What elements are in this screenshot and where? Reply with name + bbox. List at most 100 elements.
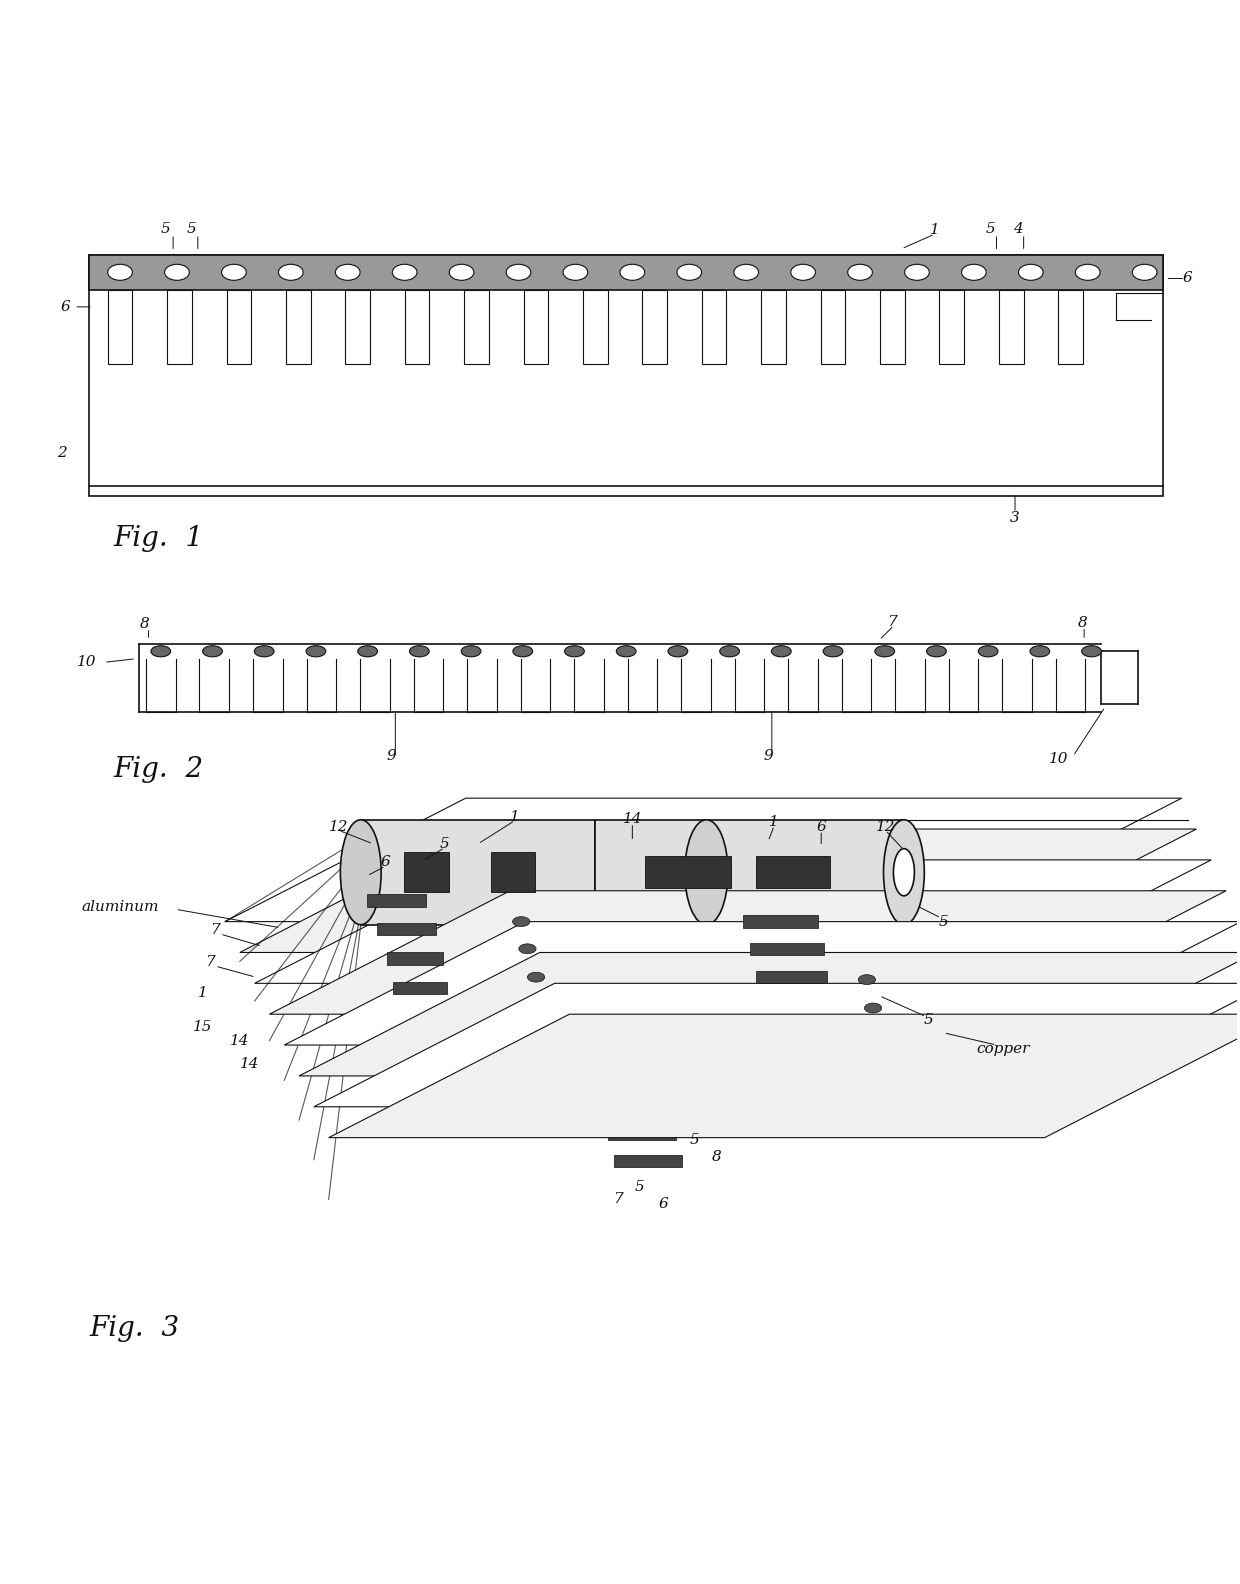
Bar [744,916,817,928]
Text: Fig.  3: Fig. 3 [89,1315,180,1343]
Ellipse shape [358,646,377,657]
Ellipse shape [978,646,998,657]
Text: 12: 12 [875,819,895,833]
Ellipse shape [926,646,946,657]
Ellipse shape [894,849,914,897]
Polygon shape [224,798,1182,922]
Ellipse shape [306,646,326,657]
Ellipse shape [668,646,688,657]
Bar [999,290,1023,364]
Text: 1: 1 [930,223,940,238]
Text: 1: 1 [510,809,520,824]
Ellipse shape [335,265,360,280]
Ellipse shape [512,917,529,927]
Text: 12: 12 [329,819,348,833]
Text: 6: 6 [61,299,71,314]
Ellipse shape [513,646,533,657]
Bar [286,290,310,364]
Ellipse shape [340,821,381,925]
Text: 5: 5 [440,836,450,851]
Bar [595,821,707,925]
Bar [367,895,427,906]
Text: 7: 7 [206,955,215,969]
Text: 7: 7 [211,923,219,938]
Text: 10: 10 [1049,752,1068,765]
Text: 10: 10 [77,656,97,670]
Ellipse shape [823,646,843,657]
Bar [761,290,786,364]
Text: 6: 6 [1183,271,1193,285]
Bar [404,290,429,364]
Ellipse shape [409,646,429,657]
Bar [1058,290,1083,364]
Text: 14: 14 [622,813,642,827]
Text: 9: 9 [764,749,773,763]
Bar [608,1128,676,1140]
Bar [393,982,448,995]
Bar [523,290,548,364]
Bar [750,942,823,955]
Ellipse shape [677,265,702,280]
Bar [583,290,608,364]
Bar [880,290,905,364]
Polygon shape [284,922,1240,1045]
Text: 6: 6 [381,855,391,870]
Text: Fig.  1: Fig. 1 [114,526,205,553]
Text: 8: 8 [140,618,150,630]
Bar [377,923,436,935]
Ellipse shape [222,265,247,280]
Ellipse shape [684,821,728,925]
Ellipse shape [905,265,929,280]
Text: 5: 5 [939,914,949,928]
Text: copper: copper [976,1042,1029,1057]
Polygon shape [239,828,1197,952]
Ellipse shape [564,646,584,657]
Bar [491,852,536,892]
Bar [361,821,595,925]
Text: 15: 15 [193,1020,212,1033]
Text: 6: 6 [658,1198,668,1212]
Polygon shape [314,984,1240,1107]
Ellipse shape [1075,265,1100,280]
Ellipse shape [848,265,873,280]
Text: 3: 3 [1011,512,1019,524]
Ellipse shape [858,974,875,985]
Ellipse shape [527,973,544,982]
Bar [645,857,732,889]
Ellipse shape [165,265,190,280]
Ellipse shape [254,646,274,657]
Ellipse shape [151,646,171,657]
Text: 1: 1 [198,987,207,1000]
Text: 2: 2 [57,445,67,459]
Bar [821,290,846,364]
Bar [756,857,830,889]
Bar [387,952,444,965]
Ellipse shape [620,265,645,280]
Ellipse shape [864,1003,882,1012]
Ellipse shape [279,265,303,280]
Text: aluminum: aluminum [82,900,159,914]
Bar [404,852,449,892]
Ellipse shape [108,265,133,280]
Text: Fig.  2: Fig. 2 [114,756,205,782]
Bar [614,1155,682,1167]
Text: 7: 7 [887,615,897,629]
Bar [108,290,133,364]
Bar [89,255,1163,496]
Ellipse shape [875,646,894,657]
Bar [756,971,827,984]
Ellipse shape [392,265,417,280]
Text: 14: 14 [239,1057,259,1071]
Text: 8: 8 [712,1150,722,1164]
Ellipse shape [563,265,588,280]
Ellipse shape [1132,265,1157,280]
Ellipse shape [449,265,474,280]
Bar [707,821,904,925]
Bar [167,290,192,364]
Polygon shape [254,860,1211,984]
Bar [345,290,370,364]
Text: 8: 8 [1078,616,1087,630]
Ellipse shape [961,265,986,280]
Bar [227,290,252,364]
Text: 5: 5 [161,222,171,236]
